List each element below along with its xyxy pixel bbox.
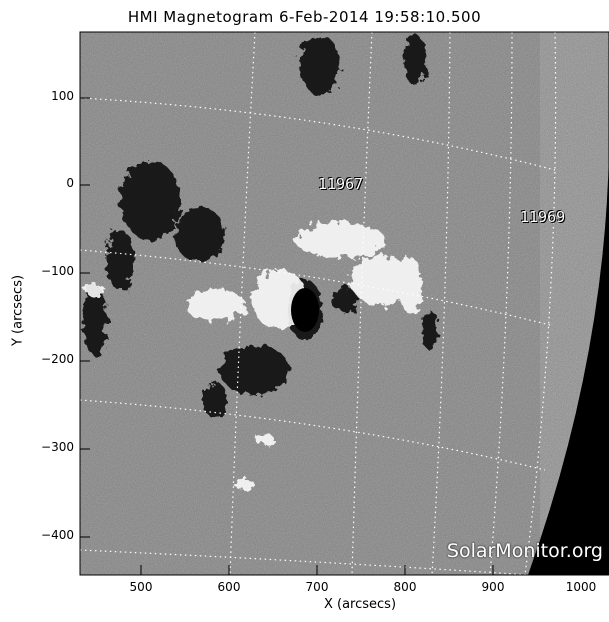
active-region-label: 11969 (520, 208, 566, 226)
x-tick-label: 700 (305, 580, 329, 594)
x-tick-label: 1000 (565, 580, 597, 594)
x-axis-label: X (arcsecs) (323, 597, 397, 612)
x-tick-label: 900 (481, 580, 505, 594)
x-tick-label: 500 (129, 580, 153, 594)
y-tick-label: −400 (41, 528, 74, 542)
y-tick-label: −300 (41, 440, 74, 454)
x-tick-label: 800 (393, 580, 417, 594)
y-tick-label: 0 (66, 176, 74, 190)
y-axis-label: Y (arcsecs) (10, 274, 26, 347)
x-tick-label: 600 (217, 580, 241, 594)
y-tick-label: −100 (41, 264, 74, 278)
active-region-label: 11967 (318, 175, 364, 193)
watermark: SolarMonitor.org (446, 540, 603, 562)
y-tick-label: −200 (41, 352, 74, 366)
figure-title: HMI Magnetogram 6-Feb-2014 19:58:10.500 (127, 8, 482, 26)
y-tick-label: 100 (51, 89, 74, 103)
